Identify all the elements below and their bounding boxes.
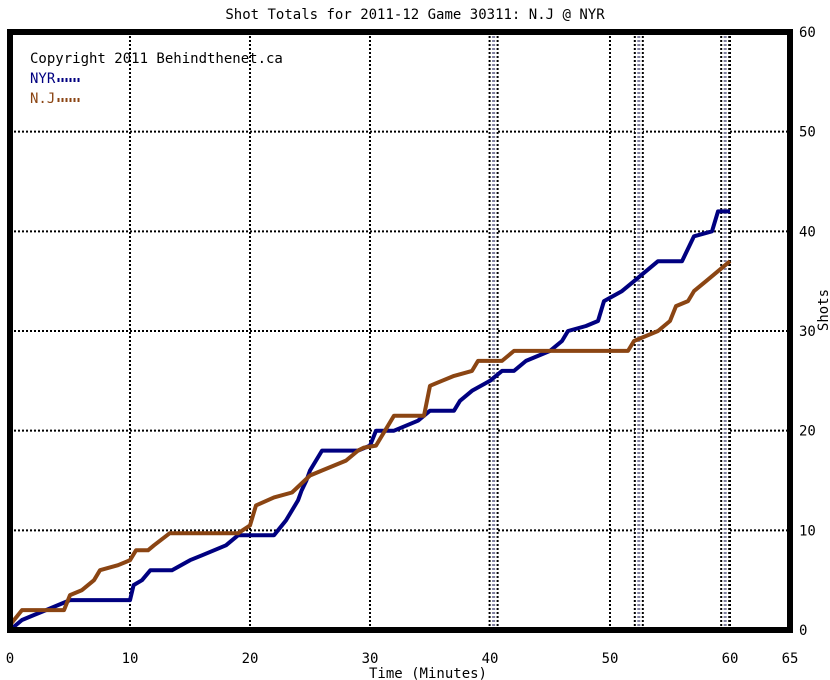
y-tick-label: 30 [799,324,816,340]
series-line-nj [8,259,732,627]
goal-markers [488,32,731,630]
y-tick-label: 20 [799,424,816,440]
y-tick-label: 0 [799,623,807,639]
legend-label: NYR [30,71,56,87]
legend-label: N.J [30,91,55,107]
x-tick-label: 10 [122,651,139,667]
y-tick-label: 60 [799,25,816,41]
x-tick-label: 30 [362,651,379,667]
copyright-text: Copyright 2011 Behindthenet.ca [30,51,283,67]
x-tick-labels: 0 10 20 30 40 50 60 65 [6,651,799,667]
legend-item: NYR [30,71,80,87]
x-tick-label: 65 [782,651,799,667]
x-tick-label: 50 [602,651,619,667]
goal-marker [633,32,644,630]
goal-marker [720,32,731,630]
y-tick-label: 40 [799,224,816,240]
y-axis-label: Shots [816,289,830,331]
x-tick-label: 20 [242,651,259,667]
x-tick-label: 0 [6,651,14,667]
series-lines [8,209,732,632]
plot-frame [7,29,793,633]
y-tick-label: 50 [799,125,816,141]
legend: NYR N.J [30,71,80,107]
goal-marker [488,32,499,630]
x-tick-label: 40 [482,651,499,667]
legend-item: N.J [30,91,80,107]
grid-lines [10,32,790,630]
chart-title: Shot Totals for 2011-12 Game 30311: N.J … [225,7,605,23]
x-tick-label: 60 [722,651,739,667]
y-tick-labels: 0 10 20 30 40 50 60 [799,25,816,639]
y-tick-label: 10 [799,523,816,539]
x-axis-label: Time (Minutes) [369,666,487,680]
